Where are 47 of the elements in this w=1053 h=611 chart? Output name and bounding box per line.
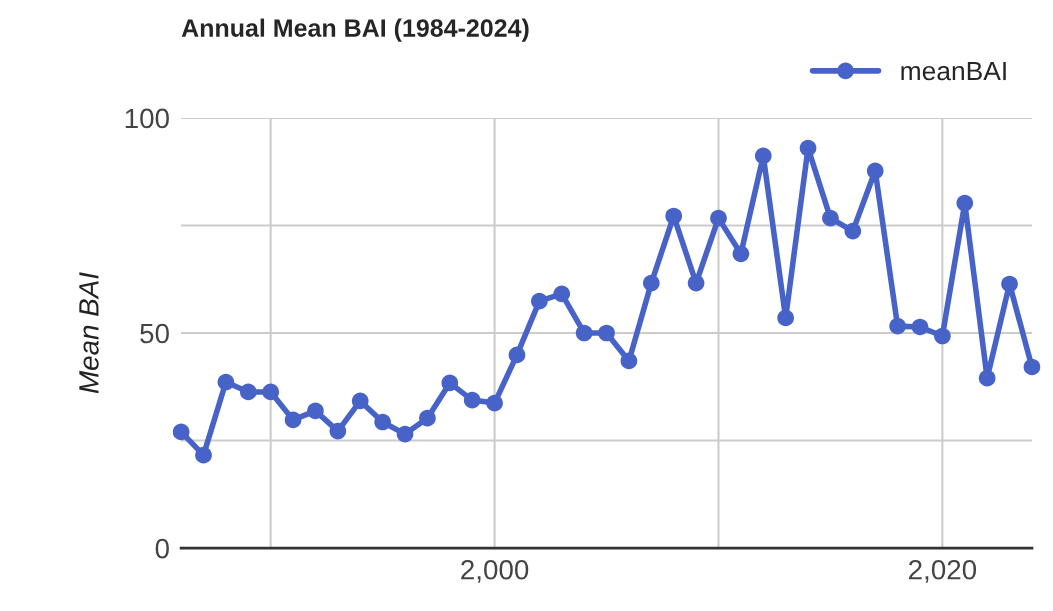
point [687,274,705,292]
chart-title: Annual Mean BAI (1984-2024) [181,18,529,42]
point [844,222,862,240]
point [195,446,212,464]
point [307,402,324,420]
point [329,422,347,440]
point [575,324,593,342]
point [508,346,526,364]
point [351,392,369,410]
point [396,425,414,443]
x-tick-label: 2,000 [461,559,529,583]
point [911,318,929,336]
y-axis-title: Mean BAI [79,272,99,394]
point [777,309,794,327]
y-tick-label: 0 [155,538,169,559]
point [531,292,548,310]
point [866,162,884,180]
point [642,274,660,292]
point [732,245,750,263]
point [822,209,839,227]
point [889,317,906,335]
point [441,374,459,392]
point [463,391,481,409]
y-tick-label: 50 [140,323,169,344]
point [710,209,727,227]
point [262,383,280,401]
point [374,413,391,431]
x-tick-label: 2,020 [909,559,977,583]
point [978,369,996,387]
point [934,327,951,345]
point [419,409,436,427]
point [1023,358,1041,376]
point [598,324,615,342]
point [239,383,257,401]
point [754,147,772,165]
point [486,394,503,412]
point [284,411,302,429]
point [956,194,974,212]
point [217,373,235,391]
point [799,139,817,157]
y-tick-label: 100 [125,108,169,129]
point [1001,275,1018,293]
point [665,207,683,225]
point [553,285,571,303]
point [620,352,638,370]
point [172,423,190,441]
legend-label: meanBAI [901,61,1006,81]
